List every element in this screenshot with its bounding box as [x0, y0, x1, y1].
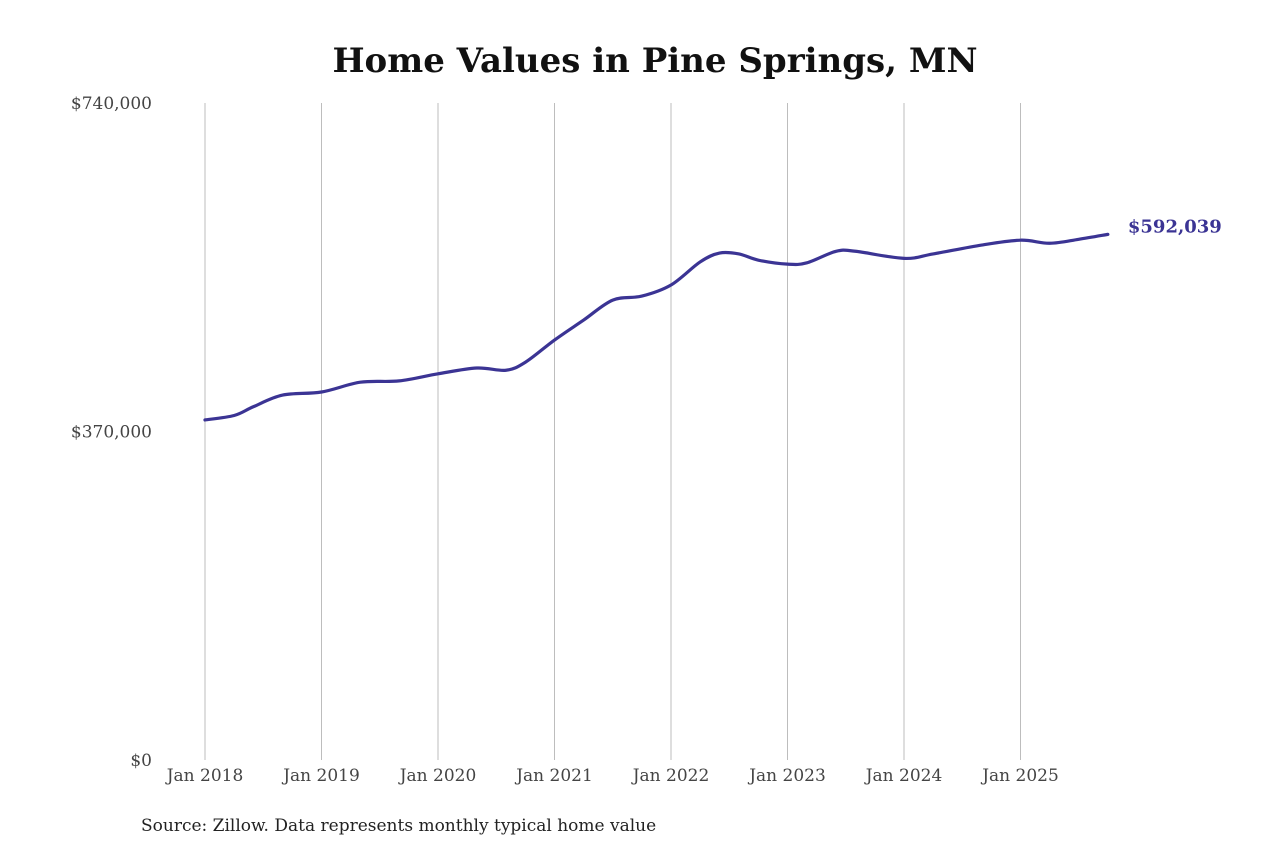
- x-tick-label: Jan 2023: [747, 766, 826, 786]
- x-tick-label: Jan 2021: [514, 766, 593, 786]
- y-tick-label: $370,000: [71, 423, 152, 443]
- x-axis: Jan 2018 Jan 2019 Jan 2020 Jan 2021 Jan 2022…: [165, 766, 1059, 786]
- x-tick-label: Jan 2019: [281, 766, 360, 786]
- x-tick-label: Jan 2020: [398, 766, 477, 786]
- gridlines: [204, 103, 1021, 760]
- x-tick-label: Jan 2024: [864, 766, 943, 786]
- series-line: [203, 232, 1110, 422]
- y-tick-label: $0: [130, 751, 152, 771]
- chart-title: Home Values in Pine Springs, MN: [332, 41, 977, 81]
- x-tick-label: Jan 2025: [980, 766, 1059, 786]
- x-tick-label: Jan 2018: [165, 766, 244, 786]
- y-tick-label: $740,000: [71, 94, 152, 114]
- x-tick-label: Jan 2022: [631, 766, 710, 786]
- y-axis: $0 $370,000 $740,000: [71, 94, 152, 771]
- source-note: Source: Zillow. Data represents monthly …: [141, 816, 657, 836]
- end-value-label: $592,039: [1128, 216, 1222, 237]
